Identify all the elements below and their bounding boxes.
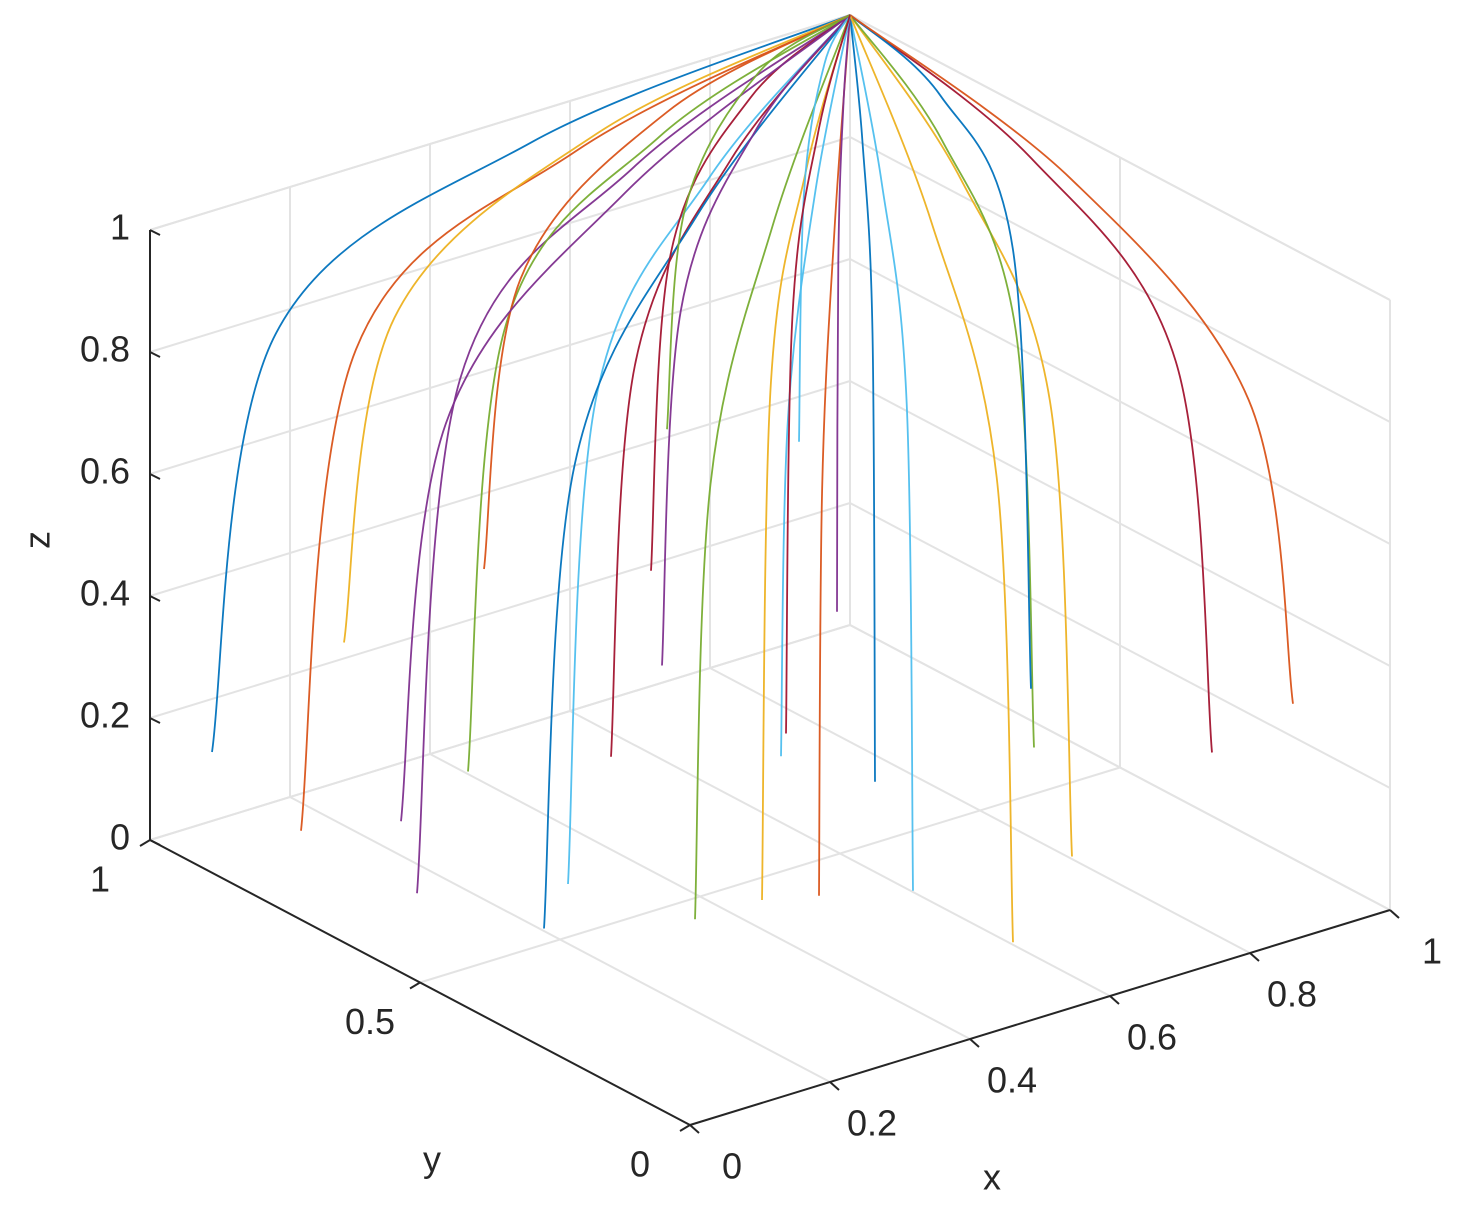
- z-tick-label: 0.6: [80, 451, 130, 492]
- x-tick-label: 0.8: [1267, 974, 1317, 1015]
- z-tick-label: 1: [110, 207, 130, 248]
- grid-line: [149, 380, 851, 597]
- y-axis-line: [149, 839, 691, 1126]
- trajectory: [650, 14, 851, 571]
- trajectory: [416, 14, 851, 894]
- trajectory: [610, 14, 851, 757]
- z-tick-mark: [149, 595, 161, 602]
- trajectory: [300, 14, 851, 831]
- trajectory: [483, 14, 851, 570]
- x-tick-label: 0: [722, 1146, 742, 1187]
- grid-line: [149, 624, 851, 841]
- z-tick-mark: [149, 351, 161, 358]
- trajectory: [849, 14, 1032, 689]
- x-tick-label: 1: [1422, 931, 1442, 972]
- y-tick-mark: [139, 839, 151, 847]
- x-tick-label: 0.6: [1127, 1017, 1177, 1058]
- trajectory: [567, 14, 851, 885]
- grid-line: [149, 502, 851, 719]
- trajectory: [849, 14, 1213, 753]
- z-tick-label: 0: [110, 817, 130, 858]
- x-tick-label: 0.2: [847, 1103, 897, 1144]
- y-tick-label: 0: [630, 1144, 650, 1185]
- x-axis-line: [689, 909, 1391, 1126]
- x-axis-label: x: [983, 1157, 1001, 1198]
- z-tick-label: 0.4: [80, 573, 130, 614]
- z-tick-mark: [149, 229, 161, 236]
- grid-line: [419, 766, 1121, 984]
- x-tick-mark: [1389, 909, 1400, 919]
- trajectory: [849, 14, 1035, 748]
- x-tick-mark: [1109, 995, 1120, 1005]
- grid-line: [849, 136, 1391, 423]
- trajectory: [836, 14, 851, 612]
- trajectory: [780, 14, 851, 757]
- trajectory: [849, 14, 1294, 704]
- grid-line: [849, 258, 1391, 545]
- x-tick-mark: [969, 1038, 980, 1048]
- z-axis-label: z: [17, 531, 58, 549]
- x-tick-label: 0.4: [987, 1060, 1037, 1101]
- grid-line: [849, 624, 1391, 911]
- trajectory: [798, 14, 851, 442]
- trajectory: [849, 14, 876, 782]
- y-tick-mark: [409, 981, 421, 990]
- trajectory: [694, 14, 851, 920]
- z-tick-label: 0.8: [80, 329, 130, 370]
- y-tick-label: 1: [90, 859, 110, 900]
- grid-line: [849, 502, 1391, 789]
- y-tick-mark: [679, 1124, 691, 1132]
- trajectory: [849, 14, 1014, 943]
- y-tick-label: 0.5: [345, 1001, 395, 1042]
- grid: [149, 14, 1391, 1126]
- trajectory: [211, 14, 851, 753]
- trajectory: [785, 14, 851, 734]
- curves: [211, 14, 1294, 943]
- grid-line: [149, 136, 851, 353]
- grid-line: [849, 14, 1391, 301]
- trajectory: [666, 14, 851, 430]
- trajectory: [761, 14, 851, 901]
- trajectory: [849, 14, 1073, 857]
- x-tick-mark: [1249, 952, 1260, 962]
- trajectory: [661, 14, 851, 666]
- x-tick-mark: [829, 1081, 840, 1091]
- z-tick-mark: [149, 473, 161, 480]
- trajectory: [849, 14, 914, 891]
- x-tick-mark: [689, 1124, 700, 1134]
- trajectory: [343, 14, 851, 643]
- y-axis-label: y: [423, 1139, 441, 1180]
- grid-line: [849, 380, 1391, 667]
- grid-line: [149, 14, 851, 231]
- trajectory: [400, 14, 851, 822]
- trajectory: [467, 14, 851, 772]
- z-tick-label: 0.2: [80, 695, 130, 736]
- trajectory: [543, 14, 851, 929]
- z-tick-mark: [149, 717, 161, 724]
